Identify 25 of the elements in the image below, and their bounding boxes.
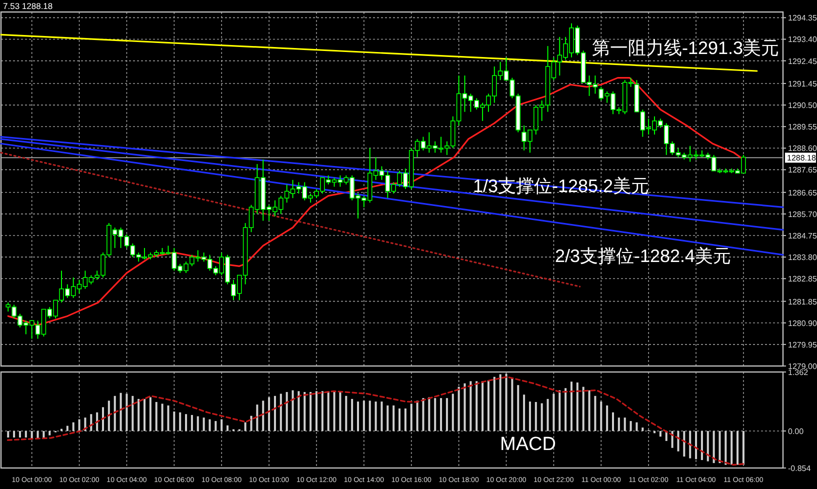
y-tick-label: 1279.00 bbox=[788, 362, 817, 371]
y-tick-label: 1283.80 bbox=[788, 253, 817, 262]
y-tick-label: 1286.65 bbox=[788, 188, 817, 198]
y-tick-label: 1292.45 bbox=[788, 56, 817, 66]
annotation: MACD bbox=[500, 434, 556, 455]
y-tick-label: 1288.60 bbox=[788, 144, 817, 154]
y-tick-label: 1293.40 bbox=[788, 35, 817, 44]
y-tick-label: 1294.35 bbox=[788, 14, 817, 23]
y-tick-label: 1289.55 bbox=[788, 122, 817, 132]
ref-line-label: 1288.18 bbox=[787, 154, 816, 163]
annotation: 2/3支撑位-1282.4美元 bbox=[555, 246, 732, 266]
y-tick-label: 1279.95 bbox=[788, 340, 817, 350]
y-tick-label: 1.362 bbox=[788, 368, 809, 377]
y-tick-label: -0.854 bbox=[788, 464, 812, 473]
y-tick-label: 1285.70 bbox=[788, 210, 817, 219]
y-tick-label: 0.00 bbox=[788, 427, 804, 436]
y-tick-label: 1280.90 bbox=[788, 318, 817, 328]
y-tick-label: 1291.45 bbox=[788, 79, 817, 88]
y-tick-label: 1290.50 bbox=[788, 101, 817, 110]
annotation: 第一阻力线-1291.3美元 bbox=[592, 38, 780, 58]
y-tick-label: 1281.85 bbox=[788, 297, 817, 306]
text: 7.53 1288.18 bbox=[3, 1, 53, 11]
y-tick-label: 1284.75 bbox=[788, 232, 817, 241]
y-tick-label: 1287.65 bbox=[788, 166, 817, 175]
y-tick-label: 1282.85 bbox=[788, 274, 817, 284]
